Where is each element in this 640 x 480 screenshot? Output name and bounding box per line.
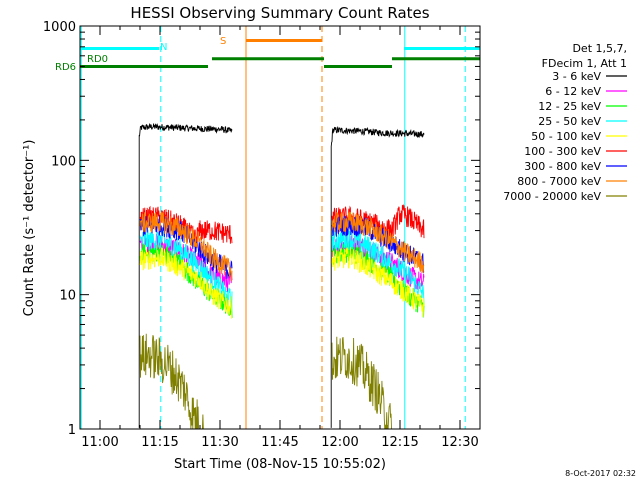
legend-entry-label: 100 - 300 keV bbox=[524, 145, 601, 158]
y-tick-label: 10 bbox=[59, 289, 76, 304]
series-3-segment-0 bbox=[139, 228, 233, 311]
flag-label-rd6: RD6 bbox=[55, 62, 76, 73]
series-7-segment-1 bbox=[331, 211, 425, 273]
x-tick-label: 11:15 bbox=[141, 435, 178, 450]
legend-entry-label: 6 - 12 keV bbox=[545, 85, 601, 98]
x-tick-label: 11:00 bbox=[81, 435, 118, 450]
series-4-segment-1 bbox=[331, 247, 425, 317]
flag-label-n: N bbox=[160, 42, 167, 53]
x-tick-label: 12:30 bbox=[441, 435, 478, 450]
series-8-segment-1 bbox=[331, 336, 392, 430]
flag-labels: N S RD0 RD6 bbox=[55, 36, 226, 73]
series-0-segment-1 bbox=[330, 125, 425, 428]
x-tick-label: 11:45 bbox=[261, 435, 298, 450]
footer-timestamp: 8-Oct-2017 02:32 bbox=[565, 469, 636, 478]
legend-entry-label: 25 - 50 keV bbox=[538, 115, 601, 128]
y-tick-label: 1 bbox=[68, 423, 76, 438]
legend-entry-label: 50 - 100 keV bbox=[531, 130, 601, 143]
x-tick-label: 12:15 bbox=[381, 435, 418, 450]
flag-label-s: S bbox=[220, 36, 226, 47]
legend-entry-label: 300 - 800 keV bbox=[524, 160, 601, 173]
legend-header-line: Det 1,5,7, bbox=[572, 42, 627, 55]
legend: Det 1,5,7, FDecim 1, Att 13 - 6 keV 6 - 12… bbox=[503, 42, 627, 203]
x-axis-label: Start Time (08-Nov-15 10:55:02) bbox=[174, 457, 386, 472]
series-layer bbox=[138, 122, 425, 430]
legend-entry-label: 7000 - 20000 keV bbox=[503, 190, 601, 203]
series-3-segment-1 bbox=[331, 229, 425, 304]
series-7-segment-0 bbox=[139, 211, 233, 282]
y-tick-label: 100 bbox=[51, 154, 76, 169]
legend-entry-label: 12 - 25 keV bbox=[538, 100, 601, 113]
series-4-segment-0 bbox=[139, 247, 233, 320]
x-tick-label: 12:00 bbox=[321, 435, 358, 450]
series-0-segment-0 bbox=[138, 122, 233, 428]
flag-label-rd0: RD0 bbox=[87, 54, 108, 65]
legend-entry-label: 800 - 7000 keV bbox=[517, 175, 601, 188]
legend-entry-label: 3 - 6 keV bbox=[552, 70, 601, 83]
chart-title: HESSI Observing Summary Count Rates bbox=[130, 4, 429, 22]
y-axis-label: Count Rate (s⁻¹ detector⁻¹) bbox=[22, 140, 37, 317]
x-tick-label: 11:30 bbox=[201, 435, 238, 450]
legend-header-line: FDecim 1, Att 1 bbox=[542, 57, 627, 70]
axis-layer: 1 10 100 1000 11:00 11:15 11:30 11:45 12:00 12:15… bbox=[43, 20, 481, 450]
y-tick-label: 1000 bbox=[43, 20, 76, 35]
series-8-segment-0 bbox=[139, 333, 204, 430]
